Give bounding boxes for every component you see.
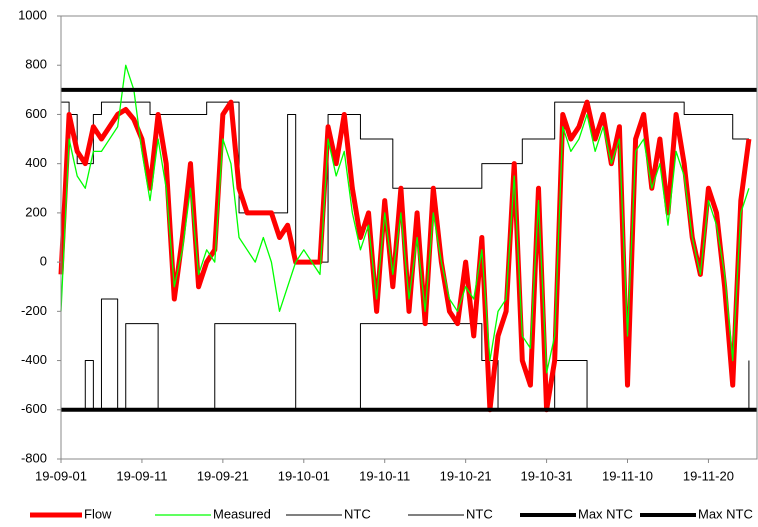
x-tick-label: 19-10-11 bbox=[359, 468, 410, 483]
y-tick-label: 400 bbox=[25, 155, 47, 170]
legend-label: Max NTC bbox=[698, 506, 753, 521]
legend-label: Max NTC bbox=[578, 506, 633, 521]
y-tick-label: 0 bbox=[40, 254, 47, 269]
legend-label: Measured bbox=[213, 506, 271, 521]
x-tick-label: 19-09-21 bbox=[197, 468, 249, 483]
legend-label: NTC bbox=[344, 506, 371, 521]
series-line bbox=[60, 64, 750, 374]
legend: Flow Measured NTC NTC Max NTC Max NTC bbox=[30, 506, 753, 521]
y-tick-label: -400 bbox=[21, 352, 47, 367]
plot-area bbox=[58, 64, 757, 413]
y-tick-label: 200 bbox=[25, 204, 47, 219]
x-tick-label: 19-10-21 bbox=[440, 468, 492, 483]
legend-label: NTC bbox=[466, 506, 493, 521]
x-tick-label: 19-11-20 bbox=[683, 468, 734, 483]
x-tick-label: 19-09-01 bbox=[35, 468, 87, 483]
y-tick-label: 800 bbox=[25, 57, 47, 72]
legend-label: Flow bbox=[84, 506, 112, 521]
y-tick-label: 1000 bbox=[18, 7, 47, 22]
y-tick-label: -800 bbox=[21, 450, 47, 465]
x-tick-label: 19-10-31 bbox=[521, 468, 573, 483]
x-tick-label: 19-10-01 bbox=[278, 468, 330, 483]
plot-frame bbox=[60, 15, 758, 460]
x-tick-label: 19-11-10 bbox=[602, 468, 653, 483]
y-tick-label: 600 bbox=[25, 106, 47, 121]
x-tick-label: 19-09-11 bbox=[116, 468, 167, 483]
y-tick-label: -600 bbox=[21, 401, 47, 416]
y-tick-label: -200 bbox=[21, 303, 47, 318]
